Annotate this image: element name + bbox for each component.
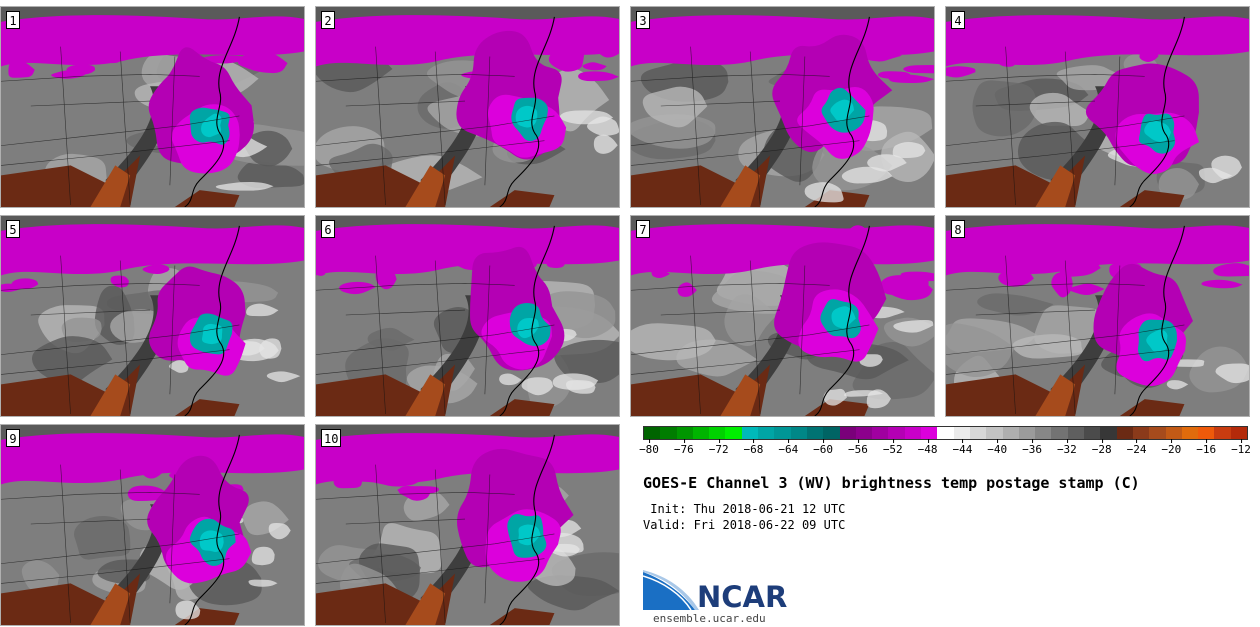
postage-stamp-panel: 10 — [315, 424, 620, 626]
colorbar-tick-label: −60 — [813, 439, 834, 456]
colorbar-segment — [839, 427, 856, 439]
colorbar-segment — [1149, 427, 1166, 439]
ncar-logo-text: NCAR — [697, 580, 788, 614]
panel-number-label: 2 — [321, 11, 335, 29]
panel-number-label: 10 — [321, 429, 342, 447]
colorbar-segment — [1084, 427, 1101, 439]
colorbar-segment — [1214, 427, 1231, 439]
colorbar-segment — [986, 427, 1003, 439]
panel-number-label: 6 — [321, 220, 335, 238]
colorbar-tick-label: −32 — [1056, 439, 1077, 456]
colorbar-segment — [692, 427, 710, 439]
postage-stamp-panel: 7 — [630, 215, 935, 417]
colorbar-tick-label: −24 — [1126, 439, 1147, 456]
colorbar-segment — [823, 427, 840, 439]
postage-stamp-panel: 2 — [315, 6, 620, 208]
colorbar-tick-label: −76 — [673, 439, 694, 456]
colorbar-segment — [1116, 427, 1133, 439]
postage-stamp-panel: 9 — [0, 424, 305, 626]
colorbar-segment — [1165, 427, 1182, 439]
postage-stamp-panel: 8 — [945, 215, 1250, 417]
colorbar-segment — [969, 427, 987, 439]
colorbar-segment — [1198, 427, 1215, 439]
colorbar-segment — [855, 427, 873, 439]
panel-number-label: 3 — [636, 11, 650, 29]
postage-stamp-panel: 3 — [630, 6, 935, 208]
colorbar-segment — [774, 427, 791, 439]
colorbar-segment — [1230, 427, 1247, 439]
colorbar-segment — [872, 427, 889, 439]
colorbar-segment — [904, 427, 922, 439]
panel-number-label: 5 — [6, 220, 20, 238]
panel-number-label: 9 — [6, 429, 20, 447]
postage-stamp-panel: 4 — [945, 6, 1250, 208]
postage-stamp-panel: 6 — [315, 215, 620, 417]
panel-number-label: 8 — [951, 220, 965, 238]
colorbar-tick-label: −40 — [987, 439, 1008, 456]
colorbar-segment — [676, 427, 693, 439]
colorbar-segment — [1018, 427, 1036, 439]
postage-stamp-panel: 5 — [0, 215, 305, 417]
colorbar-segment — [1067, 427, 1085, 439]
colorbar-segment — [741, 427, 759, 439]
colorbar-tick-label: −28 — [1091, 439, 1112, 456]
colorbar-segment — [937, 427, 954, 439]
colorbar-segment — [709, 427, 726, 439]
colorbar-segment — [1051, 427, 1068, 439]
colorbar-segment — [1100, 427, 1117, 439]
panel-number-label: 7 — [636, 220, 650, 238]
postage-stamp-panel: 1 — [0, 6, 305, 208]
colorbar-segment — [888, 427, 905, 439]
ncar-logo-icon — [643, 570, 699, 611]
colorbar-tick-label: −56 — [848, 439, 868, 456]
colorbar-segment — [790, 427, 807, 439]
panel-number-label: 1 — [6, 11, 20, 29]
colorbar-tick-label: −80 — [639, 439, 659, 456]
colorbar-tick-label: −44 — [952, 439, 973, 456]
colorbar — [643, 426, 1248, 440]
colorbar-segment — [725, 427, 742, 439]
colorbar-segment — [1132, 427, 1150, 439]
colorbar-tick-label: −48 — [917, 439, 938, 456]
colorbar-segment — [921, 427, 938, 439]
init-time: Init: Thu 2018-06-21 12 UTC — [643, 502, 846, 516]
valid-time: Valid: Fri 2018-06-22 09 UTC — [643, 518, 846, 532]
colorbar-segment — [1035, 427, 1052, 439]
colorbar-tick-label: −64 — [778, 439, 799, 456]
website-url[interactable]: ensemble.ucar.edu — [653, 612, 766, 625]
colorbar-tick-label: −12 — [1231, 439, 1251, 456]
colorbar-tick-label: −52 — [882, 439, 903, 456]
colorbar-segment — [758, 427, 775, 439]
colorbar-tick-label: −72 — [708, 439, 729, 456]
colorbar-segment — [660, 427, 677, 439]
colorbar-tick-label: −16 — [1196, 439, 1217, 456]
colorbar-tick-label: −68 — [743, 439, 764, 456]
colorbar-segment — [1181, 427, 1199, 439]
colorbar-segment — [806, 427, 824, 439]
colorbar-tick-label: −36 — [1022, 439, 1042, 456]
colorbar-tick-label: −20 — [1161, 439, 1182, 456]
figure-title: GOES-E Channel 3 (WV) brightness temp po… — [643, 474, 1140, 492]
colorbar-segment — [1002, 427, 1019, 439]
colorbar-ticks: −80 −76 −72 −68 −64 −60 −56 −52 −48 −44 −40 −36 −32−… — [639, 439, 1251, 461]
panel-number-label: 4 — [951, 11, 965, 29]
colorbar-segment — [953, 427, 970, 439]
colorbar-segment — [644, 427, 661, 439]
